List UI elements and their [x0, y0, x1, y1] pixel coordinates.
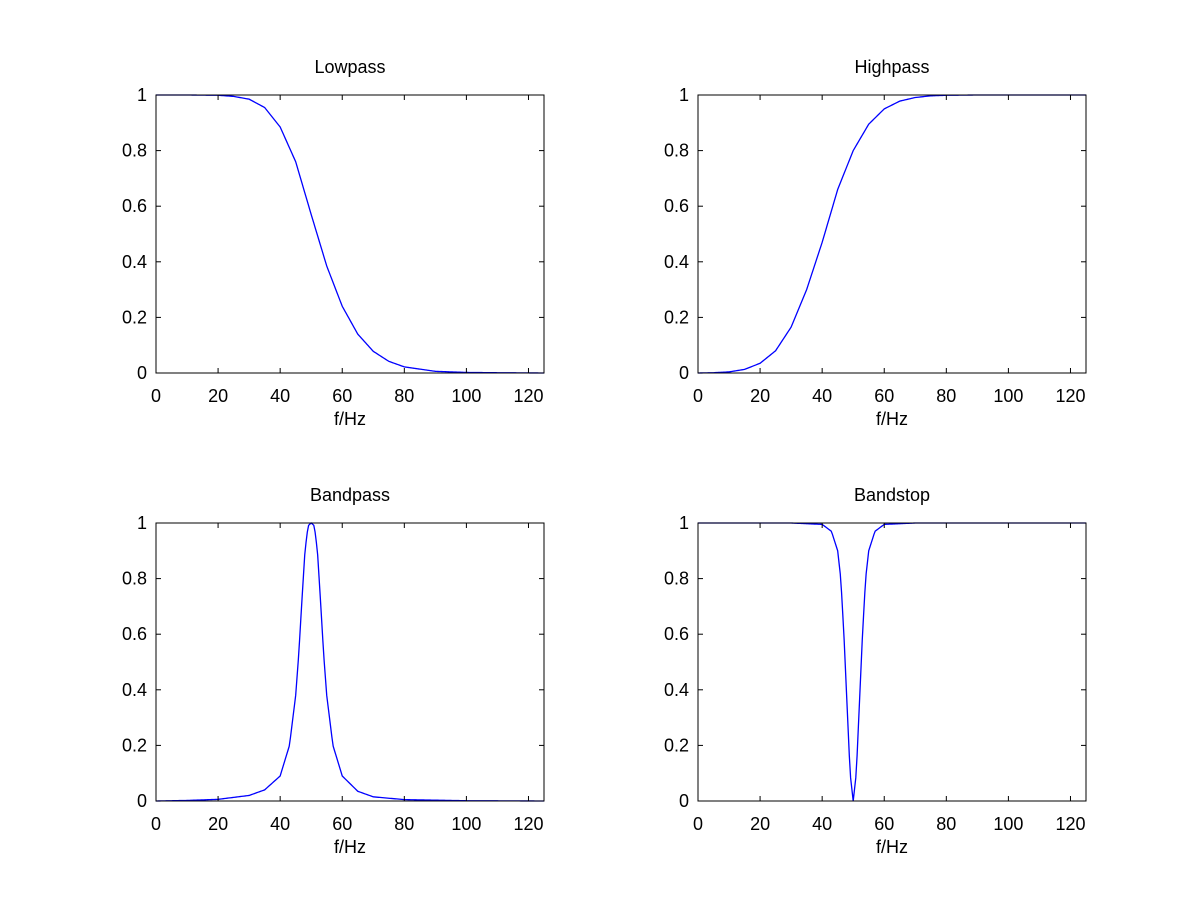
y-tick-label: 0.2: [122, 735, 147, 755]
y-tick-label: 0.4: [664, 252, 689, 272]
x-tick-label: 40: [270, 386, 290, 406]
subplot-title: Highpass: [854, 57, 929, 77]
x-tick-label: 100: [993, 814, 1023, 834]
x-tick-label: 0: [151, 386, 161, 406]
x-tick-label: 60: [332, 386, 352, 406]
x-axis-label: f/Hz: [876, 837, 908, 857]
subplot-title: Lowpass: [314, 57, 385, 77]
x-tick-label: 20: [750, 386, 770, 406]
y-tick-label: 0: [137, 791, 147, 811]
axes-frame: [697, 522, 1087, 802]
x-tick-label: 100: [451, 814, 481, 834]
y-tick-label: 0: [137, 363, 147, 383]
x-tick-label: 120: [513, 386, 543, 406]
x-tick-label: 40: [270, 814, 290, 834]
y-tick-label: 1: [137, 85, 147, 105]
y-tick-label: 0.6: [664, 196, 689, 216]
x-tick-label: 40: [812, 814, 832, 834]
axes-frame: [155, 94, 545, 374]
x-tick-label: 100: [451, 386, 481, 406]
x-tick-label: 80: [394, 814, 414, 834]
y-tick-label: 0.4: [122, 680, 147, 700]
series-line-1: [697, 94, 1086, 374]
subplot-title: Bandpass: [310, 485, 390, 505]
y-tick-label: 0.6: [122, 196, 147, 216]
subplot-title: Bandstop: [854, 485, 930, 505]
y-tick-label: 1: [679, 85, 689, 105]
y-tick-label: 0.2: [122, 307, 147, 327]
x-tick-label: 0: [151, 814, 161, 834]
axes-frame: [697, 94, 1087, 374]
x-tick-label: 20: [750, 814, 770, 834]
y-tick-label: 1: [137, 513, 147, 533]
x-tick-label: 120: [1055, 814, 1085, 834]
x-tick-label: 0: [693, 814, 703, 834]
x-tick-label: 60: [332, 814, 352, 834]
x-tick-label: 120: [513, 814, 543, 834]
subplot-bandpass: 0 20 40 60 80 100 120 0 0.2 0.4 0.6 0.8 1 Bandpass f/H…: [122, 485, 545, 857]
x-tick-label: 80: [936, 386, 956, 406]
x-tick-label: 20: [208, 814, 228, 834]
y-tick-label: 0.8: [122, 569, 147, 589]
x-tick-label: 80: [936, 814, 956, 834]
axes-frame: [155, 522, 545, 802]
x-tick-label: 60: [874, 386, 894, 406]
series-line-1: [155, 522, 544, 802]
x-tick-label: 40: [812, 386, 832, 406]
x-axis-label: f/Hz: [334, 409, 366, 429]
x-tick-label: 100: [993, 386, 1023, 406]
x-tick-label: 120: [1055, 386, 1085, 406]
y-tick-label: 0: [679, 791, 689, 811]
x-tick-label: 60: [874, 814, 894, 834]
x-tick-label: 0: [693, 386, 703, 406]
y-tick-label: 0.6: [664, 624, 689, 644]
x-axis-label: f/Hz: [334, 837, 366, 857]
subplot-lowpass: 0 20 40 60 80 100 120 0 0.2 0.4 0.6 0.8 1 Lowpass f/Hz: [122, 57, 545, 429]
series-line-1: [698, 522, 1086, 802]
subplot-bandstop: 0 20 40 60 80 100 120 0 0.2 0.4 0.6 0.8 1 Bandstop f/H…: [664, 485, 1087, 857]
subplot-highpass: 0 20 40 60 80 100 120 0 0.2 0.4 0.6 0.8 1 Highpass f/H…: [664, 57, 1087, 429]
y-tick-label: 0: [679, 363, 689, 383]
series-line-1: [156, 94, 545, 374]
y-tick-label: 0.6: [122, 624, 147, 644]
y-tick-label: 1: [679, 513, 689, 533]
y-tick-label: 0.2: [664, 735, 689, 755]
y-tick-label: 0.4: [664, 680, 689, 700]
x-axis-label: f/Hz: [876, 409, 908, 429]
y-tick-label: 0.8: [664, 569, 689, 589]
x-tick-label: 20: [208, 386, 228, 406]
y-tick-label: 0.4: [122, 252, 147, 272]
y-tick-label: 0.2: [664, 307, 689, 327]
y-tick-label: 0.8: [664, 141, 689, 161]
y-tick-label: 0.8: [122, 141, 147, 161]
x-tick-label: 80: [394, 386, 414, 406]
